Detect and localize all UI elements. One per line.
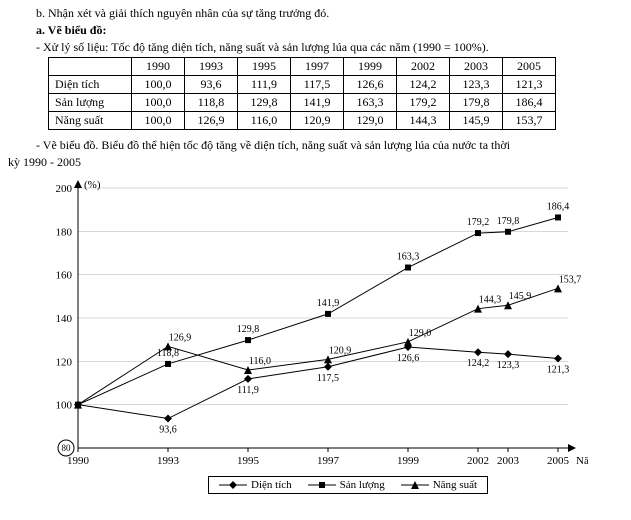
svg-text:144,3: 144,3	[479, 295, 502, 306]
svg-text:180: 180	[56, 226, 73, 238]
note-xuly: - Xử lý số liệu: Tốc độ tăng diện tích, …	[36, 40, 623, 55]
table-year: 2005	[503, 58, 556, 76]
svg-text:179,8: 179,8	[497, 216, 520, 227]
line-chart: 100 120 140 160 180 200 (%) 1990 1993 1995 1997 199…	[28, 178, 588, 478]
svg-text:1999: 1999	[397, 455, 420, 467]
svg-text:140: 140	[56, 313, 73, 325]
table-row: Diện tích 100,093,6111,9117,5126,6124,21…	[49, 76, 556, 94]
svg-text:117,5: 117,5	[317, 373, 339, 384]
svg-text:2005: 2005	[547, 455, 570, 467]
note-b: b. Nhận xét và giải thích nguyên nhân củ…	[36, 6, 623, 21]
svg-text:179,2: 179,2	[467, 217, 490, 228]
svg-text:100: 100	[56, 400, 73, 412]
legend-item: Sản lượng	[308, 479, 385, 491]
svg-text:124,2: 124,2	[467, 358, 490, 369]
svg-text:(%): (%)	[84, 179, 101, 191]
row-label: Sản lượng	[49, 94, 132, 112]
table-year: 1993	[185, 58, 238, 76]
table-row: Năng suất 100,0126,9116,0120,9129,0144,3…	[49, 112, 556, 130]
table-year: 1995	[238, 58, 291, 76]
svg-text:123,3: 123,3	[497, 360, 520, 371]
svg-text:111,9: 111,9	[237, 385, 259, 396]
svg-text:200: 200	[56, 183, 73, 195]
svg-text:93,6: 93,6	[159, 425, 177, 436]
svg-text:116,0: 116,0	[249, 356, 271, 367]
svg-text:153,7: 153,7	[559, 274, 582, 285]
chart-legend: Diện tích Sản lượng Năng suất	[208, 476, 488, 494]
svg-text:129,8: 129,8	[237, 324, 260, 335]
svg-text:186,4: 186,4	[547, 201, 570, 212]
svg-text:1993: 1993	[157, 455, 180, 467]
svg-text:80: 80	[62, 443, 72, 453]
data-table: 1990 1993 1995 1997 1999 2002 2003 2005 …	[48, 57, 556, 130]
svg-text:145,9: 145,9	[509, 291, 532, 302]
svg-text:Năm: Năm	[576, 455, 588, 467]
heading-a: a. Vẽ biểu đồ:	[36, 23, 623, 38]
table-row-header: 1990 1993 1995 1997 1999 2002 2003 2005	[49, 58, 556, 76]
svg-text:1995: 1995	[237, 455, 260, 467]
svg-text:126,9: 126,9	[169, 332, 192, 343]
svg-text:160: 160	[56, 270, 73, 282]
table-year: 1999	[344, 58, 397, 76]
note-ky: kỳ 1990 - 2005	[8, 155, 623, 170]
svg-text:141,9: 141,9	[317, 298, 340, 309]
legend-item: Diện tích	[219, 479, 292, 491]
note-vebieudo: - Vẽ biểu đồ. Biểu đồ thể hiện tốc độ tă…	[36, 138, 623, 153]
svg-text:2003: 2003	[497, 455, 520, 467]
svg-text:121,3: 121,3	[547, 365, 570, 376]
svg-text:1990: 1990	[67, 455, 90, 467]
table-year: 2003	[450, 58, 503, 76]
row-label: Diện tích	[49, 76, 132, 94]
svg-text:163,3: 163,3	[397, 252, 420, 263]
table-year: 1997	[291, 58, 344, 76]
legend-item: Năng suất	[401, 479, 477, 491]
svg-text:120: 120	[56, 356, 73, 368]
table-year: 1990	[132, 58, 185, 76]
table-row: Sản lượng 100,0118,8129,8141,9163,3179,2…	[49, 94, 556, 112]
table-year: 2002	[397, 58, 450, 76]
svg-text:120,9: 120,9	[329, 345, 352, 356]
svg-text:2002: 2002	[467, 455, 489, 467]
svg-text:129,0: 129,0	[409, 328, 432, 339]
svg-text:1997: 1997	[317, 455, 340, 467]
svg-text:126,6: 126,6	[397, 353, 420, 364]
row-label: Năng suất	[49, 112, 132, 130]
table-corner	[49, 58, 132, 76]
